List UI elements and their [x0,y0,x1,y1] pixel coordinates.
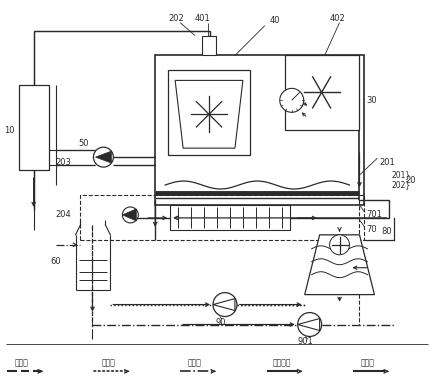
Text: 701: 701 [366,210,382,219]
Text: 40: 40 [270,16,280,25]
Text: 80: 80 [381,227,392,236]
Circle shape [329,235,349,255]
Polygon shape [95,151,112,163]
Bar [155,56,365,205]
Circle shape [122,207,138,223]
Text: 10: 10 [4,126,14,135]
Polygon shape [298,319,319,330]
Text: 401: 401 [195,14,211,23]
Text: 402: 402 [329,14,345,23]
Text: 30: 30 [366,96,377,105]
Text: 901: 901 [298,337,313,346]
Text: 有机工质: 有机工质 [272,358,291,367]
Circle shape [280,88,304,112]
Polygon shape [213,299,235,311]
Polygon shape [175,80,243,148]
Text: 60: 60 [51,257,61,266]
Text: 202: 202 [168,14,184,23]
Text: 地热水: 地热水 [361,358,375,367]
Text: 204: 204 [56,210,71,219]
Bar [170,205,290,230]
Circle shape [298,312,322,336]
Bar [202,35,216,56]
Circle shape [213,293,237,317]
Bar [285,56,359,130]
Text: 浓溶液: 浓溶液 [102,358,115,367]
Circle shape [93,147,113,167]
Text: 70: 70 [366,225,377,234]
Polygon shape [305,235,375,295]
Text: 203: 203 [56,158,72,166]
Text: 202}: 202} [391,181,411,189]
Text: 稀溶液: 稀溶液 [188,358,202,367]
Bar [80,195,365,240]
Text: 90: 90 [215,318,226,327]
Text: 50: 50 [79,139,89,148]
Bar [19,85,49,170]
Text: 201: 201 [379,158,395,166]
Bar [168,70,250,155]
Text: 水蒸气: 水蒸气 [15,358,29,367]
Polygon shape [122,209,136,221]
Text: 20: 20 [405,176,416,184]
Text: 201}: 201} [391,171,411,179]
